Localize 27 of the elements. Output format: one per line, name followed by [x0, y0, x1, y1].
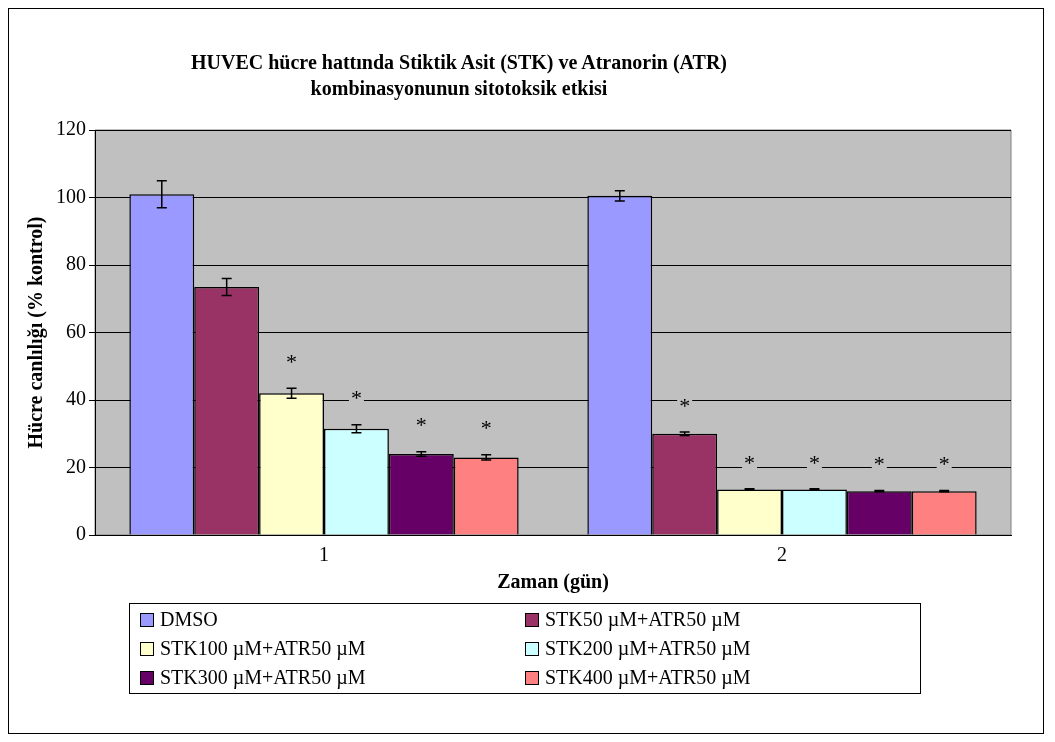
data-label: * [873, 451, 885, 477]
x-axis-title: Zaman (gün) [497, 570, 609, 594]
legend-label: STK50 µM+ATR50 µM [545, 608, 741, 631]
y-tick-label: 80 [66, 252, 86, 275]
data-label: * [415, 412, 427, 438]
data-label: * [286, 348, 298, 374]
data-label: * [679, 392, 691, 418]
legend-label: STK300 µM+ATR50 µM [160, 666, 366, 689]
legend-label: STK400 µM+ATR50 µM [545, 666, 751, 689]
legend-label: STK200 µM+ATR50 µM [545, 637, 751, 660]
y-tick-label: 100 [56, 184, 86, 207]
legend-label: DMSO [160, 608, 218, 631]
y-tick-label: 60 [66, 319, 86, 342]
chart-title: HUVEC hücre hattında Stiktik Asit (STK) ve Atranorin (ATR) kombinasyonunun sitotoksik etkisi [190, 50, 728, 101]
y-tick-label: 120 [56, 117, 86, 140]
x-tick-label: 2 [777, 543, 787, 566]
data-label: * [938, 451, 950, 477]
y-tick-label: 20 [66, 454, 86, 477]
y-tick-label: 40 [66, 387, 86, 410]
y-tick-label: 0 [76, 522, 86, 545]
data-label: * [480, 415, 492, 441]
data-label: * [808, 449, 820, 475]
data-label: * [350, 385, 362, 411]
data-label: * [744, 449, 756, 475]
y-axis-title: Hücre canlılığı (% kontrol) [24, 216, 48, 449]
legend-label: STK100 µM+ATR50 µM [160, 637, 366, 660]
x-tick-label: 1 [319, 543, 329, 566]
